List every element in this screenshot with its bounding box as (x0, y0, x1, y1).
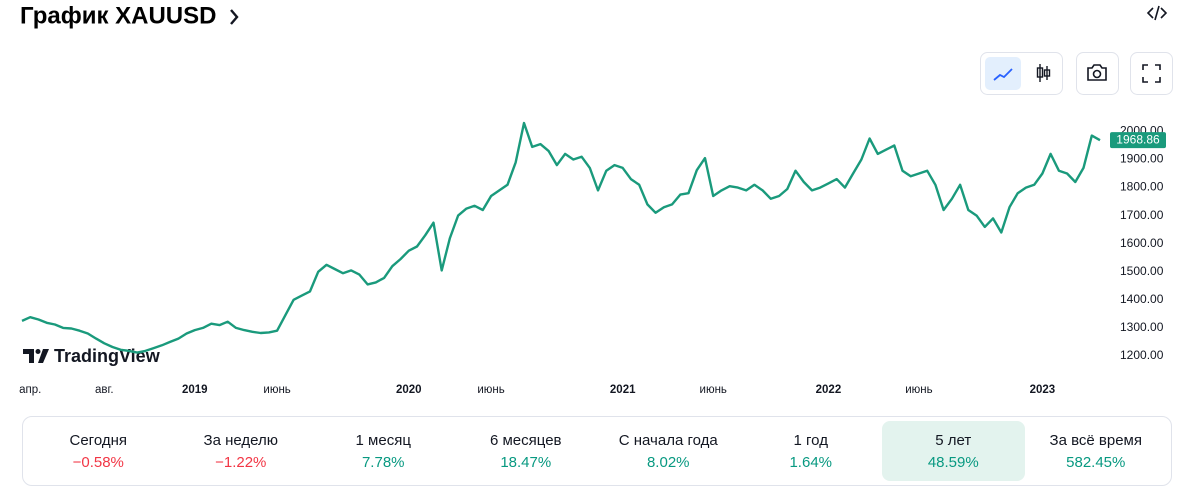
y-tick-label: 1900.00 (1120, 152, 1164, 166)
y-tick-label: 1500.00 (1120, 264, 1164, 278)
chart: График XAUUSD TradingView 1200.00 1300.00… (19, 2, 1173, 396)
y-tick-label: 1200.00 (1120, 348, 1164, 362)
snapshot-button[interactable] (1076, 52, 1119, 95)
x-tick-label: июнь (905, 384, 932, 396)
period-item[interactable]: Сегодня −0.58% (27, 421, 170, 481)
period-change: 582.45% (1066, 453, 1126, 471)
watermark: TradingView (54, 346, 161, 366)
y-tick-label: 1800.00 (1120, 180, 1164, 194)
fullscreen-icon (1142, 64, 1161, 83)
y-tick-label: 1300.00 (1120, 320, 1164, 334)
period-label: 5 лет (935, 431, 972, 449)
period-label: За неделю (203, 431, 278, 449)
x-tick-label: июнь (477, 384, 504, 396)
y-tick-label: 1400.00 (1120, 292, 1164, 306)
period-label: За всё время (1049, 431, 1142, 449)
period-item[interactable]: С начала года 8.02% (597, 421, 740, 481)
x-tick-label: июнь (263, 384, 290, 396)
last-price-label: 1968.86 (1116, 132, 1160, 146)
x-tick-label: 2022 (816, 384, 842, 396)
candle-style-button[interactable] (1036, 64, 1051, 82)
y-tick-label: 1700.00 (1120, 208, 1164, 222)
x-tick-label: июнь (700, 384, 727, 396)
period-change: −1.22% (215, 453, 267, 471)
fullscreen-button[interactable] (1130, 52, 1173, 95)
camera-icon (1087, 64, 1107, 81)
price-line (21, 121, 1101, 354)
period-change: 18.47% (500, 453, 552, 471)
x-tick-label: 2019 (182, 384, 208, 396)
x-tick-label: 2021 (610, 384, 636, 396)
period-change: −0.58% (72, 453, 124, 471)
period-label: Сегодня (69, 431, 128, 449)
period-label: 1 год (793, 431, 828, 449)
line-icon (993, 68, 1013, 81)
period-change: 48.59% (927, 453, 979, 471)
x-tick-label: 2023 (1030, 384, 1056, 396)
last-price-badge (1110, 132, 1166, 149)
embed-icon[interactable] (1146, 5, 1168, 21)
title[interactable]: График XAUUSD (20, 2, 216, 29)
period-label: 6 месяцев (489, 431, 562, 449)
x-tick-label: 2020 (396, 384, 422, 396)
period-change: 8.02% (646, 453, 690, 471)
period-bar: Сегодня −0.58% За неделю −1.22% 1 месяц 7.78%… (22, 416, 1172, 486)
line-style-button[interactable] (985, 57, 1021, 90)
period-item[interactable]: За неделю −1.22% (170, 421, 313, 481)
period-item[interactable]: 5 лет 48.59% (882, 421, 1025, 481)
y-tick-label: 1600.00 (1120, 236, 1164, 250)
title-chevron[interactable] (230, 9, 239, 25)
period-change: 7.78% (361, 453, 405, 471)
period-label: С начала года (618, 431, 718, 449)
watermark-logo (23, 349, 49, 363)
period-label: 1 месяц (355, 431, 411, 449)
x-tick-label: авг. (95, 384, 114, 396)
period-item[interactable]: 1 месяц 7.78% (312, 421, 455, 481)
period-item[interactable]: 6 месяцев 18.47% (455, 421, 598, 481)
period-item[interactable]: 1 год 1.64% (740, 421, 883, 481)
x-tick-label: апр. (19, 384, 41, 396)
period-change: 1.64% (789, 453, 833, 471)
period-item[interactable]: За всё время 582.45% (1025, 421, 1168, 481)
